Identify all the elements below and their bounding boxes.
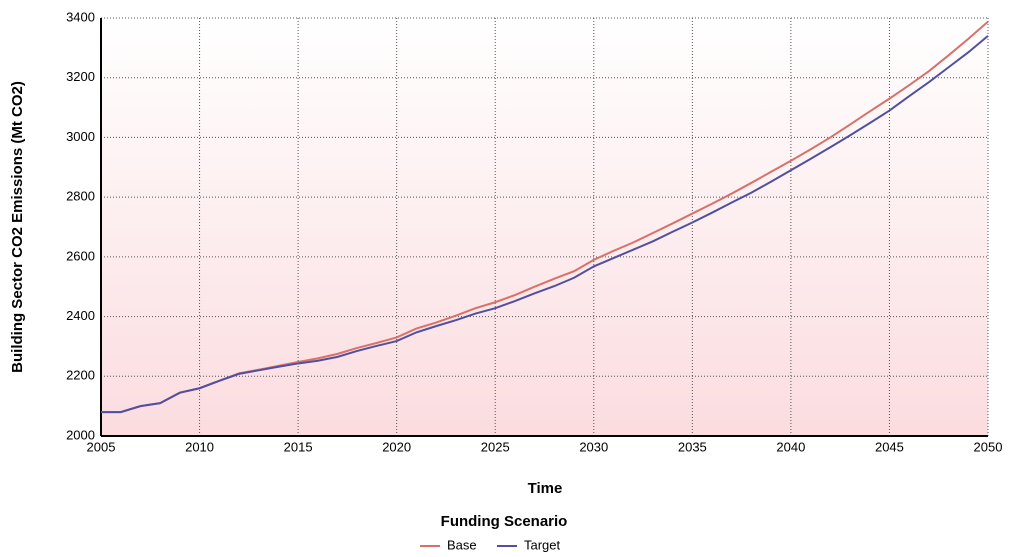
y-tick-label: 2000 xyxy=(66,427,95,442)
x-tick-label: 2020 xyxy=(382,439,411,454)
y-tick-label: 2200 xyxy=(66,368,95,383)
legend-label: Target xyxy=(524,537,561,552)
x-tick-label: 2010 xyxy=(185,439,214,454)
x-tick-label: 2045 xyxy=(875,439,904,454)
legend-label: Base xyxy=(447,537,477,552)
y-tick-label: 2400 xyxy=(66,308,95,323)
x-tick-label: 2035 xyxy=(678,439,707,454)
series-line xyxy=(101,35,989,414)
y-tick-label: 3400 xyxy=(66,9,95,24)
y-tick-label: 3200 xyxy=(66,69,95,84)
x-tick-label: 2030 xyxy=(579,439,608,454)
x-tick-label: 2015 xyxy=(284,439,313,454)
x-tick-label: 2040 xyxy=(776,439,805,454)
y-tick-label: 3000 xyxy=(66,129,95,144)
x-tick-label: 2005 xyxy=(87,439,116,454)
y-tick-label: 2600 xyxy=(66,248,95,263)
x-tick-label: 2050 xyxy=(974,439,1003,454)
plot-background xyxy=(101,18,988,436)
y-tick-label: 2800 xyxy=(66,189,95,204)
y-axis-label: Building Sector CO2 Emissions (Mt CO2) xyxy=(9,81,26,373)
x-axis-label: Time xyxy=(528,480,563,497)
legend-title: Funding Scenario xyxy=(441,513,568,530)
x-tick-label: 2025 xyxy=(481,439,510,454)
